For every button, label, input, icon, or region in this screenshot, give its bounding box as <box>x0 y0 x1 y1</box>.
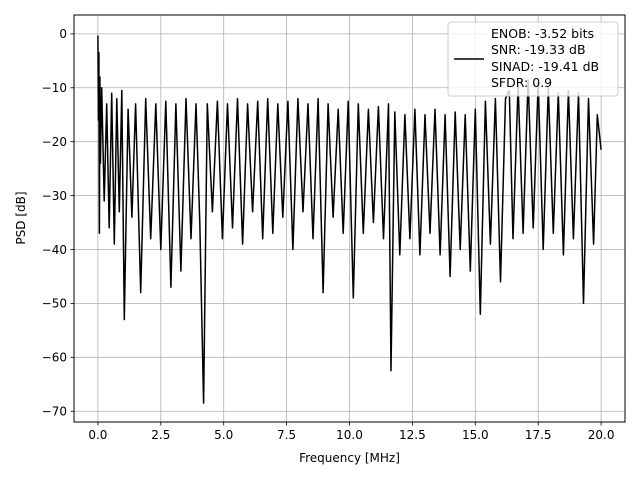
y-tick-label: −70 <box>42 405 67 419</box>
x-tick-label: 15.0 <box>462 428 489 442</box>
y-axis-label: PSD [dB] <box>14 191 28 244</box>
y-tick-label: −60 <box>42 351 67 365</box>
y-tick-label: −10 <box>42 81 67 95</box>
legend: ENOB: -3.52 bits SNR: -19.33 dB SINAD: -… <box>447 21 619 97</box>
x-tick-label: 7.5 <box>277 428 296 442</box>
y-ticks: 0 −10 −20 −30 −40 −50 −60 −70 <box>42 27 74 419</box>
y-tick-label: −30 <box>42 189 67 203</box>
legend-line-sinad: SINAD: -19.41 dB <box>491 59 599 74</box>
legend-line-snr: SNR: -19.33 dB <box>491 42 586 57</box>
x-tick-label: 12.5 <box>399 428 426 442</box>
legend-line-sfdr: SFDR: 0.9 <box>491 75 552 90</box>
legend-line-enob: ENOB: -3.52 bits <box>491 26 594 41</box>
x-axis-label: Frequency [MHz] <box>299 451 400 465</box>
x-tick-label: 2.5 <box>151 428 170 442</box>
series-layer <box>97 35 602 404</box>
y-tick-label: 0 <box>59 27 67 41</box>
x-tick-label: 20.0 <box>588 428 615 442</box>
y-tick-label: −20 <box>42 135 67 149</box>
x-ticks: 0.0 2.5 5.0 7.5 10.0 12.5 15.0 17.5 20.0 <box>88 422 614 442</box>
x-tick-label: 0.0 <box>88 428 107 442</box>
x-tick-label: 17.5 <box>525 428 552 442</box>
psd-series-line <box>97 35 602 404</box>
y-tick-label: −40 <box>42 243 67 257</box>
y-tick-label: −50 <box>42 297 67 311</box>
x-tick-label: 5.0 <box>214 428 233 442</box>
legend-box <box>447 21 619 97</box>
x-tick-label: 10.0 <box>336 428 363 442</box>
